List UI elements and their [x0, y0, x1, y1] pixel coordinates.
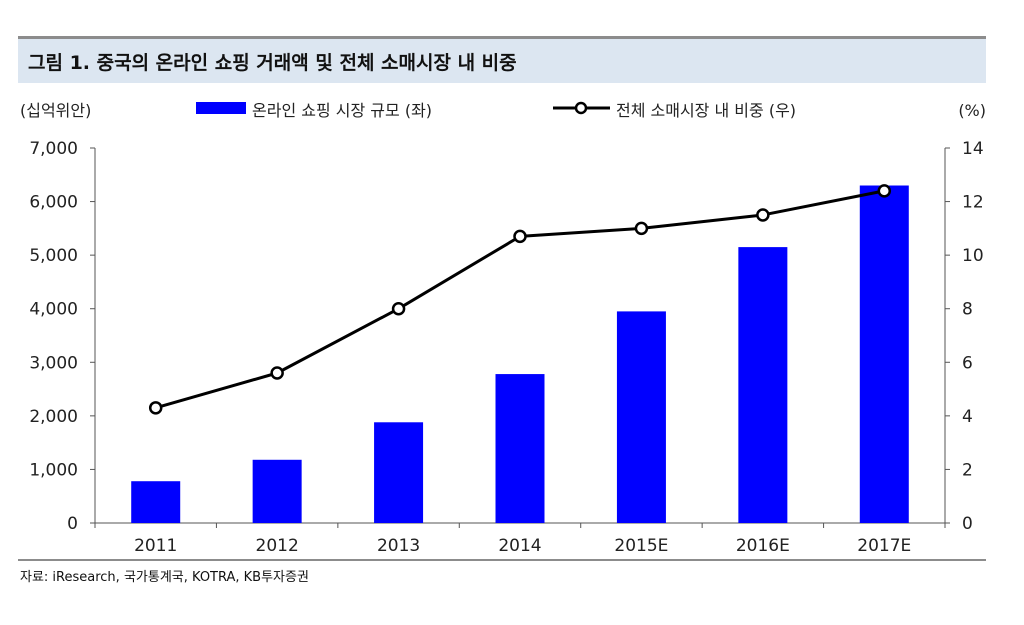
- x-tick-label: 2014: [498, 536, 541, 556]
- share-point-2014: [513, 229, 527, 244]
- bar-2015e: [616, 311, 666, 523]
- bottom-rule: [18, 559, 986, 561]
- share-point-2013: [391, 301, 406, 316]
- y-left-tick-label: 0: [67, 514, 78, 534]
- y-left-tick-label: 6,000: [29, 193, 78, 213]
- y-left-tick-label: 1,000: [29, 460, 78, 480]
- y-right-tick-label: 0: [962, 514, 973, 534]
- share-point-2011: [148, 401, 163, 415]
- figure-title: 그림 1. 중국의 온라인 쇼핑 거래액 및 전체 소매시장 내 비중: [28, 52, 517, 74]
- combo-chart: (십억위안) (%) 온라인 쇼핑 시장 규모 (좌) 전체 소매시장 내 비중 (우…: [20, 101, 986, 556]
- share-point-2015e: [634, 221, 649, 236]
- legend-bar-swatch: [196, 102, 246, 114]
- x-tick-label: 2015E: [614, 536, 668, 556]
- x-tick-label: 2017E: [857, 536, 911, 556]
- y-left-tick-label: 7,000: [29, 139, 78, 159]
- top-rule: [18, 36, 986, 39]
- bar-2012: [252, 459, 302, 523]
- y-left-tick-label: 5,000: [29, 246, 78, 266]
- legend-bar-label: 온라인 쇼핑 시장 규모 (좌): [252, 101, 432, 120]
- y-right-tick-label: 12: [962, 193, 984, 213]
- y-right-tick-label: 14: [962, 139, 984, 159]
- y-right-tick-label: 4: [962, 407, 973, 427]
- x-tick-label: 2011: [134, 536, 177, 556]
- y-left-tick-label: 4,000: [29, 300, 78, 320]
- bar-2017e: [859, 185, 909, 523]
- y-right-tick-label: 8: [962, 300, 973, 320]
- x-tick-label: 2013: [377, 536, 420, 556]
- legend-line-label: 전체 소매시장 내 비중 (우): [616, 101, 796, 120]
- y-right-tick-label: 10: [962, 246, 984, 266]
- y-right-unit-label: (%): [958, 101, 986, 120]
- bar-2013: [374, 422, 424, 523]
- x-tick-label: 2016E: [736, 536, 790, 556]
- title-band: [18, 39, 986, 83]
- share-point-2012: [270, 366, 284, 380]
- x-tick-label: 2012: [256, 536, 299, 556]
- y-left-unit-label: (십억위안): [20, 101, 91, 120]
- y-right-tick-label: 2: [962, 460, 973, 480]
- y-right-tick-label: 6: [962, 353, 973, 373]
- y-left-tick-label: 3,000: [29, 353, 78, 373]
- bar-2014: [495, 374, 545, 523]
- y-left-tick-label: 2,000: [29, 407, 78, 427]
- bar-2011: [131, 481, 181, 523]
- source-note: 자료: iResearch, 국가통계국, KOTRA, KB투자증권: [20, 570, 309, 585]
- bar-2016e: [738, 247, 788, 523]
- share-point-2016e: [756, 208, 770, 222]
- share-point-2017e: [877, 184, 892, 198]
- legend-line-marker: [574, 101, 588, 115]
